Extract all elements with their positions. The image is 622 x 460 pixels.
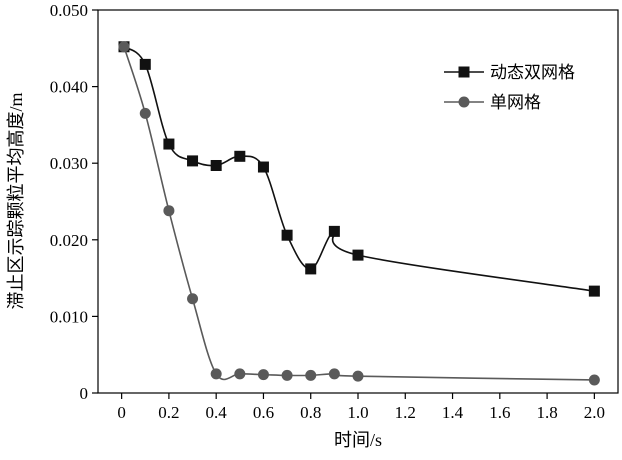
data-point-square	[305, 263, 317, 275]
data-point-square	[588, 285, 600, 297]
data-point-square	[257, 161, 269, 173]
data-point-square	[352, 249, 364, 261]
series-layer	[118, 41, 600, 386]
y-tick-label: 0	[80, 384, 89, 403]
x-tick-label: 1.6	[489, 403, 510, 422]
x-tick-label: 2.0	[584, 403, 605, 422]
data-point-square	[281, 229, 293, 241]
legend-item: 单网格	[444, 93, 541, 112]
data-point-circle	[139, 107, 151, 119]
data-point-circle	[305, 369, 317, 381]
legend-marker-circle	[458, 96, 470, 108]
x-tick-label: 0	[117, 403, 126, 422]
x-tick-label: 0.4	[206, 403, 228, 422]
x-tick-label: 0.2	[158, 403, 179, 422]
x-axis-title: 时间/s	[334, 430, 382, 450]
data-point-circle	[352, 370, 364, 382]
data-point-circle	[588, 374, 600, 386]
data-point-square	[328, 225, 340, 237]
data-point-square	[234, 150, 246, 162]
data-point-square	[210, 159, 222, 171]
data-point-square	[163, 138, 175, 150]
x-tick-label: 1.4	[442, 403, 464, 422]
y-axis-ticks: 0 0.010 0.020 0.030 0.040 0.050	[50, 1, 98, 403]
legend-marker-square	[458, 66, 470, 78]
data-point-circle	[234, 368, 246, 380]
data-point-circle	[187, 293, 199, 305]
data-point-circle	[257, 369, 269, 381]
y-tick-label: 0.030	[50, 154, 88, 173]
data-point-circle	[281, 369, 293, 381]
x-tick-label: 1.8	[536, 403, 557, 422]
x-tick-label: 0.8	[300, 403, 321, 422]
data-point-circle	[210, 368, 222, 380]
series-1	[118, 41, 600, 297]
data-point-circle	[163, 205, 175, 217]
data-point-square	[187, 155, 199, 167]
y-tick-label: 0.010	[50, 307, 88, 326]
y-tick-label: 0.050	[50, 1, 88, 20]
y-tick-label: 0.040	[50, 78, 88, 97]
x-tick-label: 1.2	[395, 403, 416, 422]
data-point-square	[139, 58, 151, 70]
y-tick-label: 0.020	[50, 231, 88, 250]
data-point-circle	[328, 368, 340, 380]
x-tick-label: 0.6	[253, 403, 274, 422]
legend-label: 单网格	[490, 93, 541, 112]
x-tick-label: 1.0	[347, 403, 368, 422]
y-axis-title: 滞止区示踪颗粒平均高度/m	[6, 92, 26, 309]
series-2	[118, 41, 600, 386]
legend-item: 动态双网格	[444, 63, 575, 82]
x-axis-ticks: 0 0.2 0.4 0.6 0.8 1.0 1.2 1.4 1.6 1.8 2.0	[117, 393, 605, 422]
data-point-circle	[118, 41, 130, 53]
legend-label: 动态双网格	[490, 63, 575, 82]
